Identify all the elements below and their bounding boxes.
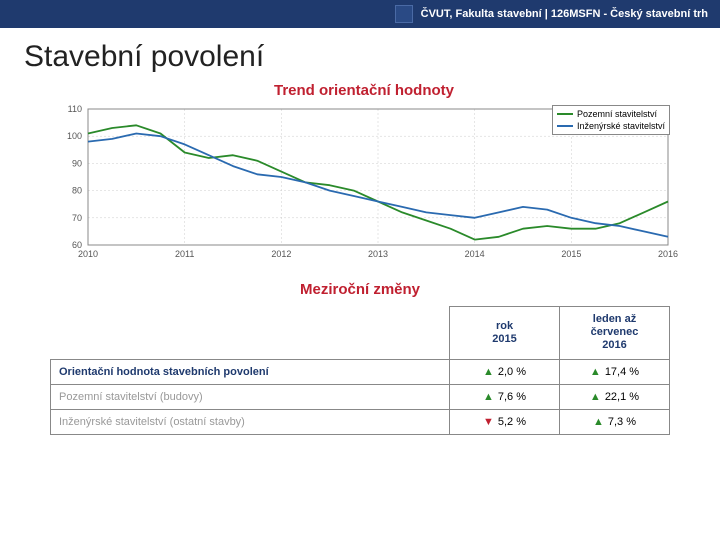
- table-blank-header: [51, 307, 450, 360]
- table-row-label: Pozemní stavitelství (budovy): [51, 384, 450, 409]
- table-row: Orientační hodnota stavebních povolení ▲ 2…: [51, 359, 670, 384]
- svg-text:100: 100: [67, 131, 82, 141]
- legend-item: Pozemní stavitelství: [557, 108, 665, 120]
- changes-title: Meziroční změny: [0, 281, 720, 298]
- table-cell-value: 22,1 %: [605, 391, 639, 403]
- arrow-down-icon: ▼: [483, 416, 494, 428]
- table-cell: ▲ 2,0 %: [450, 359, 560, 384]
- arrow-up-icon: ▲: [483, 366, 494, 378]
- table-cell: ▲ 17,4 %: [560, 359, 670, 384]
- page-header: ČVUT, Fakulta stavební | 126MSFN - Český…: [0, 0, 720, 28]
- header-text: ČVUT, Fakulta stavební | 126MSFN - Český…: [421, 8, 708, 20]
- table-cell: ▲ 22,1 %: [560, 384, 670, 409]
- table-cell-value: 17,4 %: [605, 366, 639, 378]
- table-cell: ▲ 7,3 %: [560, 409, 670, 434]
- table-row-label: Orientační hodnota stavebních povolení: [51, 359, 450, 384]
- table-row: Inženýrské stavitelství (ostatní stavby)…: [51, 409, 670, 434]
- arrow-up-icon: ▲: [593, 416, 604, 428]
- chart-title: Trend orientační hodnoty: [48, 82, 680, 99]
- table-col-header: rok2015: [450, 307, 560, 360]
- svg-text:2013: 2013: [368, 249, 388, 259]
- svg-text:2012: 2012: [271, 249, 291, 259]
- svg-text:80: 80: [72, 186, 82, 196]
- svg-text:2010: 2010: [78, 249, 98, 259]
- svg-text:2015: 2015: [561, 249, 581, 259]
- svg-text:90: 90: [72, 158, 82, 168]
- svg-text:70: 70: [72, 213, 82, 223]
- table-cell-value: 5,2 %: [498, 416, 526, 428]
- arrow-up-icon: ▲: [590, 366, 601, 378]
- legend-label: Pozemní stavitelství: [577, 108, 657, 120]
- legend-swatch: [557, 113, 573, 115]
- table-row: Pozemní stavitelství (budovy) ▲ 7,6 % ▲ 22,1…: [51, 384, 670, 409]
- page-title: Stavební povolení: [0, 28, 720, 82]
- legend-item: Inženýrské stavitelství: [557, 120, 665, 132]
- changes-table: rok2015 leden až červenec2016 Orientační…: [50, 306, 670, 435]
- table-cell-value: 2,0 %: [498, 366, 526, 378]
- legend-swatch: [557, 125, 573, 127]
- chart-container: Trend orientační hodnoty 607080901001102…: [0, 82, 720, 263]
- table-row-label: Inženýrské stavitelství (ostatní stavby): [51, 409, 450, 434]
- svg-text:110: 110: [68, 104, 82, 114]
- chart-legend: Pozemní stavitelství Inženýrské stavitel…: [552, 105, 670, 135]
- logo-icon: [395, 5, 413, 23]
- svg-text:2016: 2016: [658, 249, 678, 259]
- table-col-header: leden až červenec2016: [560, 307, 670, 360]
- svg-text:2014: 2014: [465, 249, 485, 259]
- table-cell-value: 7,3 %: [608, 416, 636, 428]
- chart-area: 6070809010011020102011201220132014201520…: [48, 103, 680, 263]
- table-cell: ▲ 7,6 %: [450, 384, 560, 409]
- arrow-up-icon: ▲: [483, 391, 494, 403]
- table-cell-value: 7,6 %: [498, 391, 526, 403]
- table-cell: ▼ 5,2 %: [450, 409, 560, 434]
- legend-label: Inženýrské stavitelství: [577, 120, 665, 132]
- arrow-up-icon: ▲: [590, 391, 601, 403]
- svg-text:2011: 2011: [175, 249, 194, 259]
